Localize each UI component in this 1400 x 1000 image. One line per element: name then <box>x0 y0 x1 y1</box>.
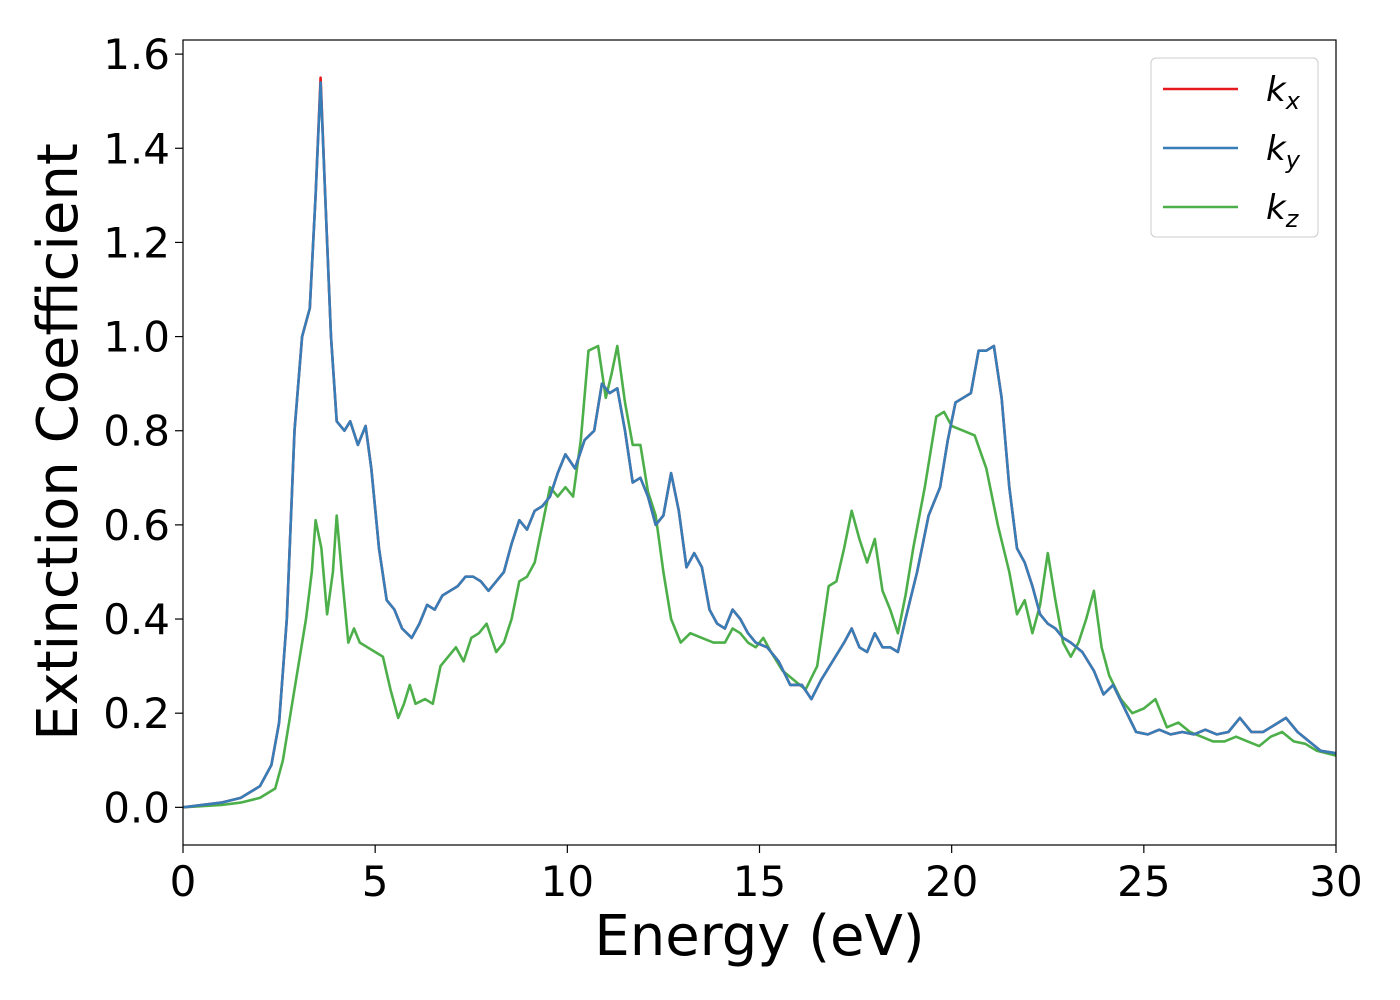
y-tick-label: 1.4 <box>103 124 170 173</box>
legend-label-kz: kz <box>1266 188 1300 233</box>
legend-label-ky: ky <box>1266 129 1301 174</box>
y-tick-label: 0.8 <box>103 407 170 456</box>
x-tick-label: 0 <box>170 857 197 906</box>
y-tick-label: 0.4 <box>103 595 170 644</box>
x-tick-label: 30 <box>1309 857 1362 906</box>
series-line-ky <box>183 81 1336 809</box>
y-tick-label: 1.2 <box>103 218 170 267</box>
y-tick-label: 1.6 <box>103 30 170 79</box>
y-tick-label: 0.6 <box>103 501 170 550</box>
x-tick-label: 10 <box>541 857 594 906</box>
legend-label-base: k <box>1266 70 1287 110</box>
y-tick-label: 0.2 <box>103 689 170 738</box>
x-tick-label: 15 <box>733 857 786 906</box>
legend-label-base: k <box>1266 129 1287 169</box>
y-tick-label: 1.0 <box>103 313 170 362</box>
legend-label-subscript: y <box>1285 146 1301 174</box>
plot-area <box>183 40 1336 845</box>
legend-label-subscript: z <box>1285 205 1300 233</box>
legend-label-subscript: x <box>1285 87 1301 115</box>
x-tick-label: 20 <box>925 857 978 906</box>
legend-label-kx: kx <box>1266 70 1301 115</box>
x-tick-label: 5 <box>362 857 389 906</box>
x-tick-label: 25 <box>1117 857 1170 906</box>
x-axis: 0 5 10 15 20 25 30 <box>170 845 1363 906</box>
y-axis: 0.0 0.2 0.4 0.6 0.8 1.0 1.2 1.4 1.6 <box>103 30 183 832</box>
x-axis-label: Energy (eV) <box>594 904 924 969</box>
legend-label-base: k <box>1266 188 1287 228</box>
y-tick-label: 0.0 <box>103 783 170 832</box>
y-axis-label: Extinction Coefficient <box>26 143 91 741</box>
series-line-kz <box>183 344 1336 809</box>
series-layer <box>183 76 1336 809</box>
